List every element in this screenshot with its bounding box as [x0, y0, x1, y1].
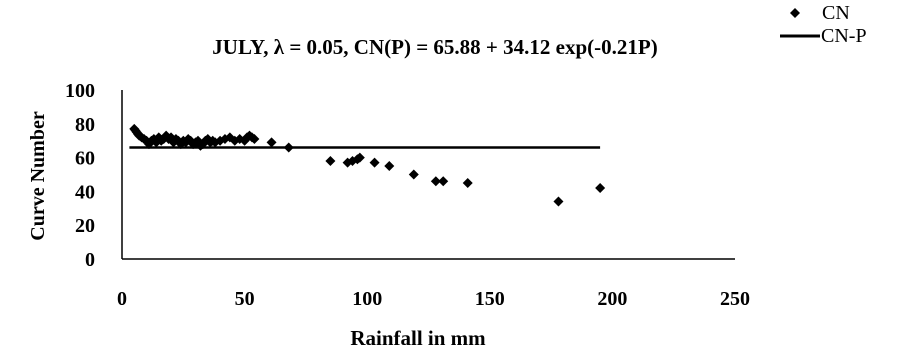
cn-data-point — [408, 169, 419, 180]
cn-data-points — [129, 123, 606, 207]
cn-data-point — [438, 176, 449, 187]
cn-data-point — [369, 157, 380, 168]
y-tick-label: 80 — [75, 114, 95, 136]
y-tick-labels: 0 20 40 60 80 100 — [65, 80, 95, 271]
x-tick-label: 200 — [597, 288, 627, 310]
cn-data-point — [430, 176, 441, 187]
x-tick-label: 150 — [475, 288, 505, 310]
x-axis-label: Rainfall in mm — [350, 326, 486, 350]
legend-cnp-label: CN-P — [821, 25, 867, 47]
y-tick-label: 60 — [75, 148, 95, 170]
cn-data-point — [595, 183, 606, 194]
y-tick-label: 20 — [75, 215, 95, 237]
y-tick-label: 0 — [85, 249, 95, 271]
cn-data-point — [354, 152, 365, 163]
y-axis-label: Curve Number — [27, 111, 49, 241]
cn-data-point — [283, 142, 294, 153]
cn-data-point — [325, 155, 336, 166]
y-tick-label: 100 — [65, 80, 95, 102]
x-tick-label: 100 — [352, 288, 382, 310]
x-tick-label: 0 — [117, 288, 127, 310]
x-tick-labels: 0 50 100 150 200 250 — [117, 288, 750, 310]
legend-cn-marker — [790, 8, 800, 18]
x-tick-label: 50 — [235, 288, 255, 310]
cn-data-point — [553, 196, 564, 207]
cn-data-point — [266, 137, 277, 148]
cn-data-point — [462, 177, 473, 188]
cn-data-point — [384, 161, 395, 172]
legend: CN CN-P — [780, 2, 867, 47]
y-tick-label: 40 — [75, 181, 95, 203]
chart-title: JULY, λ = 0.05, CN(P) = 65.88 + 34.12 ex… — [212, 35, 657, 59]
legend-cn-label: CN — [822, 2, 850, 24]
x-tick-label: 250 — [720, 288, 750, 310]
cn-data-point — [249, 134, 260, 145]
